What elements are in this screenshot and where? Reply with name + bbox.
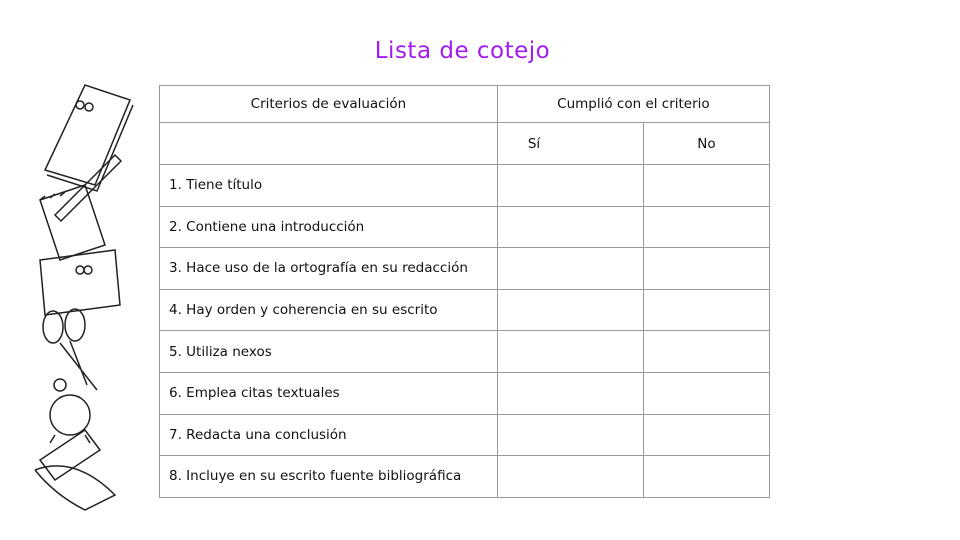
criterion: 8. Incluye en su escrito fuente bibliogr… xyxy=(159,455,498,498)
subheader-blank xyxy=(159,122,498,165)
cell-no[interactable] xyxy=(642,247,771,290)
header-row: Criterios de evaluación Cumplió con el c… xyxy=(159,85,771,123)
page-title: Lista de cotejo xyxy=(374,38,551,64)
cell-no[interactable] xyxy=(642,164,771,207)
header-met: Cumplió con el criterio xyxy=(496,85,771,123)
cell-yes[interactable] xyxy=(496,371,644,415)
table-row: 2. Contiene una introducción xyxy=(159,205,771,249)
criterion: 6. Emplea citas textuales xyxy=(159,371,498,415)
cell-yes[interactable] xyxy=(496,205,644,249)
cell-yes[interactable] xyxy=(496,164,644,207)
table-row: 4. Hay orden y coherencia en su escrito xyxy=(159,288,771,332)
cell-yes[interactable] xyxy=(496,288,644,332)
scissors-icon xyxy=(42,308,98,391)
cell-yes[interactable] xyxy=(496,413,644,457)
eraser-icon xyxy=(34,428,117,511)
cell-no[interactable] xyxy=(642,371,771,415)
criterion: 7. Redacta una conclusión xyxy=(159,413,498,457)
cell-no[interactable] xyxy=(642,330,771,373)
school-supplies-illustration xyxy=(34,84,134,511)
criterion: 5. Utiliza nexos xyxy=(159,330,498,373)
header-criteria: Criterios de evaluación xyxy=(159,85,498,123)
criterion: 1. Tiene título xyxy=(159,164,498,207)
criterion: 3. Hace uso de la ortografía en su redac… xyxy=(159,247,498,290)
cell-yes[interactable] xyxy=(496,330,644,373)
pencil-icon xyxy=(53,153,123,223)
criterion: 4. Hay orden y coherencia en su escrito xyxy=(159,288,498,332)
cell-no[interactable] xyxy=(642,205,771,249)
cell-no[interactable] xyxy=(642,455,771,498)
book-icon xyxy=(43,84,134,192)
table-row: 1. Tiene título xyxy=(159,164,771,207)
table-row: 6. Emplea citas textuales xyxy=(159,371,771,415)
table-row: 3. Hace uso de la ortografía en su redac… xyxy=(159,247,771,290)
header-no: No xyxy=(642,122,771,165)
cell-yes[interactable] xyxy=(496,455,644,498)
cell-no[interactable] xyxy=(642,288,771,332)
table-row: 5. Utiliza nexos xyxy=(159,330,771,373)
cell-yes[interactable] xyxy=(496,247,644,290)
notepad-icon xyxy=(39,184,106,261)
criterion: 2. Contiene una introducción xyxy=(159,205,498,249)
alarm-clock-icon xyxy=(49,378,91,444)
table-row: 7. Redacta una conclusión xyxy=(159,413,771,457)
subheader-row: Sí No xyxy=(159,122,771,165)
checklist-table: Criterios de evaluación Cumplió con el c… xyxy=(159,85,771,498)
table-row: 8. Incluye en su escrito fuente bibliogr… xyxy=(159,455,771,498)
cell-no[interactable] xyxy=(642,413,771,457)
header-yes: Sí xyxy=(496,122,644,165)
frame-icon xyxy=(39,249,121,316)
